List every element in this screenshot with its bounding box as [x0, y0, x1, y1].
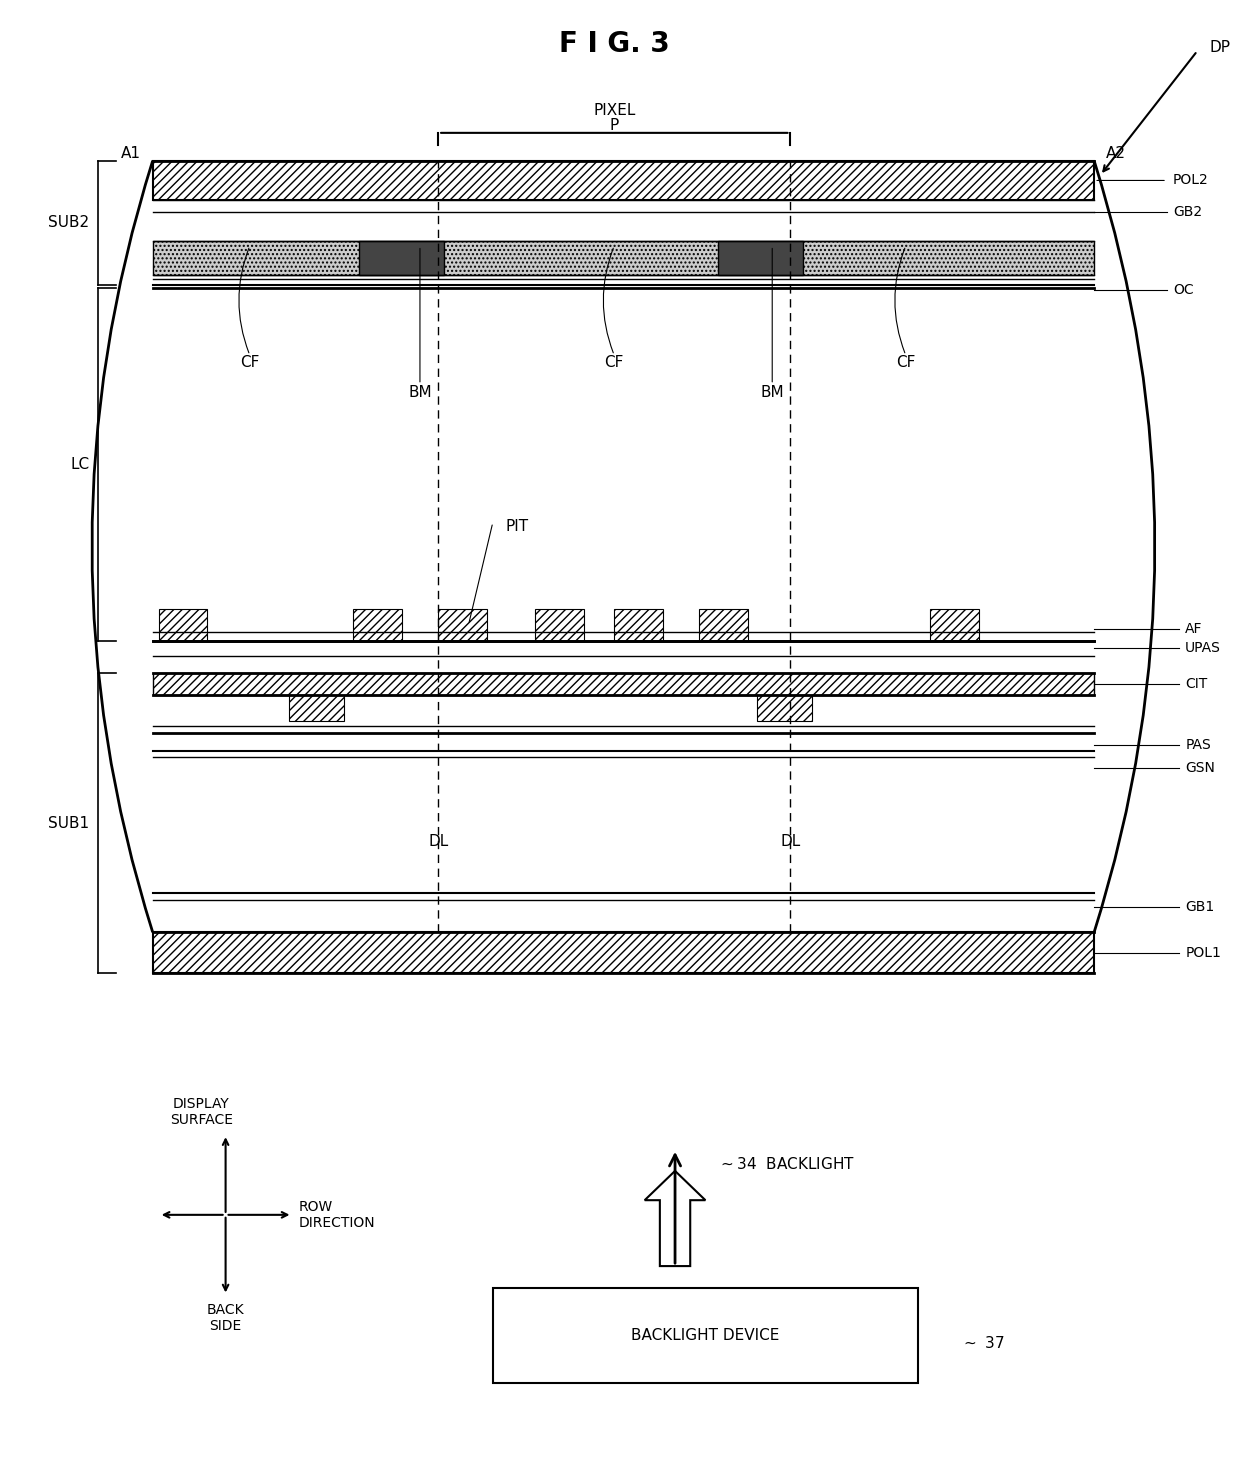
Bar: [153, 161, 1094, 200]
Bar: [438, 609, 487, 641]
Text: A2: A2: [1106, 146, 1126, 161]
Text: A1: A1: [120, 146, 140, 161]
Text: CF: CF: [897, 355, 915, 370]
Text: $\sim$34  BACKLIGHT: $\sim$34 BACKLIGHT: [718, 1156, 854, 1172]
Text: ROW
DIRECTION: ROW DIRECTION: [299, 1200, 376, 1230]
Text: F I G. 3: F I G. 3: [559, 30, 670, 58]
Text: CF: CF: [605, 355, 624, 370]
Text: $\sim$ 37: $\sim$ 37: [961, 1335, 1004, 1351]
Text: BACKLIGHT DEVICE: BACKLIGHT DEVICE: [631, 1329, 780, 1344]
Bar: [289, 695, 343, 721]
Bar: [159, 609, 207, 641]
Bar: [153, 241, 1094, 275]
Text: PAS: PAS: [1185, 738, 1211, 752]
Bar: [718, 241, 802, 275]
Text: CF: CF: [241, 355, 259, 370]
Text: POL1: POL1: [1185, 946, 1221, 959]
Text: SUB1: SUB1: [48, 816, 89, 831]
Text: GSN: GSN: [1185, 761, 1215, 776]
Bar: [536, 609, 584, 641]
Text: BACK
SIDE: BACK SIDE: [207, 1302, 244, 1333]
Bar: [614, 609, 663, 641]
Text: GB1: GB1: [1185, 900, 1214, 915]
Text: UPAS: UPAS: [1185, 641, 1221, 655]
Text: PIT: PIT: [506, 519, 528, 534]
Text: AF: AF: [1185, 622, 1203, 636]
FancyArrow shape: [645, 1171, 706, 1267]
Bar: [492, 1287, 918, 1383]
Bar: [153, 933, 1094, 973]
Text: DL: DL: [428, 834, 449, 848]
Bar: [699, 609, 748, 641]
Bar: [930, 609, 978, 641]
Text: BM: BM: [408, 384, 432, 399]
Bar: [360, 241, 444, 275]
Text: GB2: GB2: [1173, 205, 1203, 219]
Text: POL2: POL2: [1173, 173, 1209, 188]
Text: CIT: CIT: [1185, 677, 1208, 692]
Text: PIXEL: PIXEL: [593, 103, 635, 118]
Text: SUB2: SUB2: [48, 216, 89, 231]
Bar: [353, 609, 402, 641]
Text: LC: LC: [71, 457, 89, 471]
Text: BM: BM: [760, 384, 784, 399]
Text: P: P: [610, 118, 619, 133]
Text: DL: DL: [780, 834, 801, 848]
Text: OC: OC: [1173, 282, 1194, 297]
Text: DP: DP: [1209, 40, 1230, 56]
Text: DISPLAY
SURFACE: DISPLAY SURFACE: [170, 1097, 233, 1128]
Bar: [153, 672, 1094, 695]
Bar: [758, 695, 812, 721]
